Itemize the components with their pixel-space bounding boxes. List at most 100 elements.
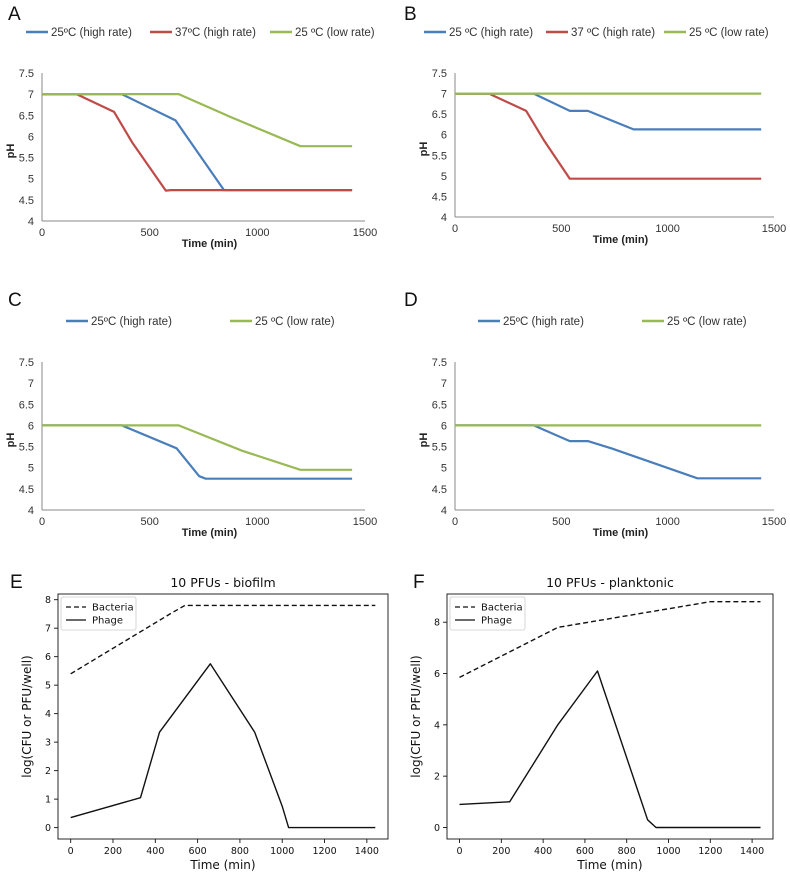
y-tick-label: 6 (441, 420, 447, 432)
x-tick-label: 1000 (656, 846, 680, 857)
y-tick-label: 8 (45, 595, 51, 606)
y-tick-label: 4 (28, 505, 34, 517)
x-tick-label: 600 (189, 846, 207, 857)
panel-f: F 0 2 4 6 8 0 200 400 600 800 1000 1200 1400 10 PFUs -… (409, 572, 774, 872)
panel-c: C 4 4.5 5 5.5 6 6.5 7 7.5 0 500 1000 1500 Time (min) p… (5, 290, 377, 539)
y-tick-label: 5 (28, 174, 34, 186)
legend-label: Phage (92, 616, 123, 627)
y-tick-label: 6.5 (19, 110, 34, 122)
legend-label: 37 ºC (high rate) (571, 27, 655, 39)
legend-label: 25ºC (high rate) (91, 316, 172, 328)
panel-letter: C (8, 290, 22, 311)
x-axis-label: Time (min) (182, 238, 238, 250)
x-tick-label: 1200 (312, 846, 336, 857)
y-tick-label: 6.5 (432, 109, 447, 121)
y-tick-label: 5 (441, 171, 447, 183)
x-tick-label: 800 (618, 846, 636, 857)
y-tick-label: 4 (45, 709, 51, 720)
y-tick-label: 4 (434, 720, 440, 731)
series-line-bacteria (459, 601, 761, 679)
y-axis-label: log(CFU or PFU/well) (409, 655, 423, 777)
y-tick-label: 0 (45, 823, 51, 834)
series-line-blue (42, 92, 353, 192)
y-tick-label: 7 (45, 624, 51, 635)
y-tick-label: 4 (441, 505, 447, 517)
plot-frame (446, 593, 774, 840)
plot-frame (57, 593, 389, 840)
y-tick-label: 4.5 (432, 484, 447, 496)
x-tick-label: 1500 (762, 516, 786, 528)
y-tick-label: 6 (28, 131, 34, 143)
y-tick-label: 5 (441, 463, 447, 475)
y-axis-label: pH (5, 144, 17, 159)
x-tick-label: 500 (140, 516, 158, 528)
x-tick-label: 400 (534, 846, 552, 857)
y-tick-label: 6 (28, 420, 34, 432)
x-tick-label: 0 (39, 516, 45, 528)
x-tick-label: 1500 (353, 516, 377, 528)
y-tick-label: 5 (28, 463, 34, 475)
y-tick-label: 5.5 (432, 442, 447, 454)
legend-label: 25 ºC (low rate) (295, 27, 375, 39)
legend-label: 25 ºC (low rate) (667, 316, 747, 328)
x-tick-label: 500 (552, 516, 570, 528)
y-tick-label: 8 (434, 618, 440, 629)
x-tick-label: 1000 (245, 516, 269, 528)
panel-a: A 4 4.5 5 5.5 6 6.5 7 7.5 0 500 1000 1500 Time (min) p… (5, 4, 377, 250)
y-tick-label: 6.5 (432, 399, 447, 411)
series-line-red (42, 92, 353, 192)
x-tick-label: 1000 (245, 227, 269, 239)
y-tick-label: 4 (441, 212, 447, 224)
y-tick-label: 7 (441, 89, 447, 101)
legend-box (449, 596, 526, 631)
legend-label: 37ºC (high rate) (175, 27, 256, 39)
series-line-phage (459, 670, 761, 829)
y-tick-label: 5 (45, 681, 51, 692)
y-tick-label: 4.5 (432, 191, 447, 203)
series-line-green (42, 424, 353, 471)
y-tick-label: 5.5 (19, 153, 34, 165)
x-tick-label: 0 (452, 516, 458, 528)
y-tick-label: 5.5 (432, 150, 447, 162)
x-tick-label: 1500 (353, 227, 377, 239)
legend-label: 25ºC (high rate) (51, 27, 132, 39)
x-tick-label: 600 (576, 846, 594, 857)
panel-letter: E (10, 572, 23, 593)
legend-label: 25ºC (high rate) (503, 316, 584, 328)
y-tick-label: 7.5 (432, 68, 447, 80)
x-tick-label: 800 (231, 846, 249, 857)
panel-letter: F (413, 572, 425, 593)
x-axis-label: Time (min) (182, 527, 238, 539)
legend-label: Phage (481, 616, 512, 627)
x-tick-label: 0 (457, 846, 463, 857)
series-line-red (455, 92, 762, 180)
legend-box (60, 596, 137, 631)
y-tick-label: 7 (28, 89, 34, 101)
x-tick-label: 1200 (698, 846, 722, 857)
x-axis-label: Time (min) (576, 858, 642, 872)
legend-label: 25 ºC (high rate) (449, 27, 533, 39)
x-axis-label: Time (min) (189, 858, 255, 872)
y-tick-label: 7.5 (19, 68, 34, 80)
x-tick-label: 0 (39, 227, 45, 239)
x-tick-label: 1000 (270, 846, 294, 857)
y-axis-label: pH (418, 142, 430, 157)
series-line-green (42, 92, 353, 148)
panel-letter: A (8, 4, 21, 25)
x-axis-label: Time (min) (593, 234, 649, 246)
chart-title: 10 PFUs - planktonic (546, 575, 674, 590)
x-tick-label: 1400 (355, 846, 379, 857)
x-tick-label: 1000 (655, 516, 679, 528)
y-tick-label: 7.5 (19, 357, 34, 369)
legend-label: 25 ºC (low rate) (255, 316, 335, 328)
x-tick-label: 0 (452, 223, 458, 235)
y-tick-label: 6 (434, 669, 440, 680)
x-tick-label: 500 (552, 223, 570, 235)
x-tick-label: 400 (146, 846, 164, 857)
x-tick-label: 1400 (740, 846, 764, 857)
y-tick-label: 4.5 (19, 195, 34, 207)
y-axis-label: pH (418, 433, 430, 448)
panel-b: B 4 4.5 5 5.5 6 6.5 7 7.5 0 500 1000 1500 Time (min) p… (404, 4, 786, 246)
x-tick-label: 200 (492, 846, 510, 857)
